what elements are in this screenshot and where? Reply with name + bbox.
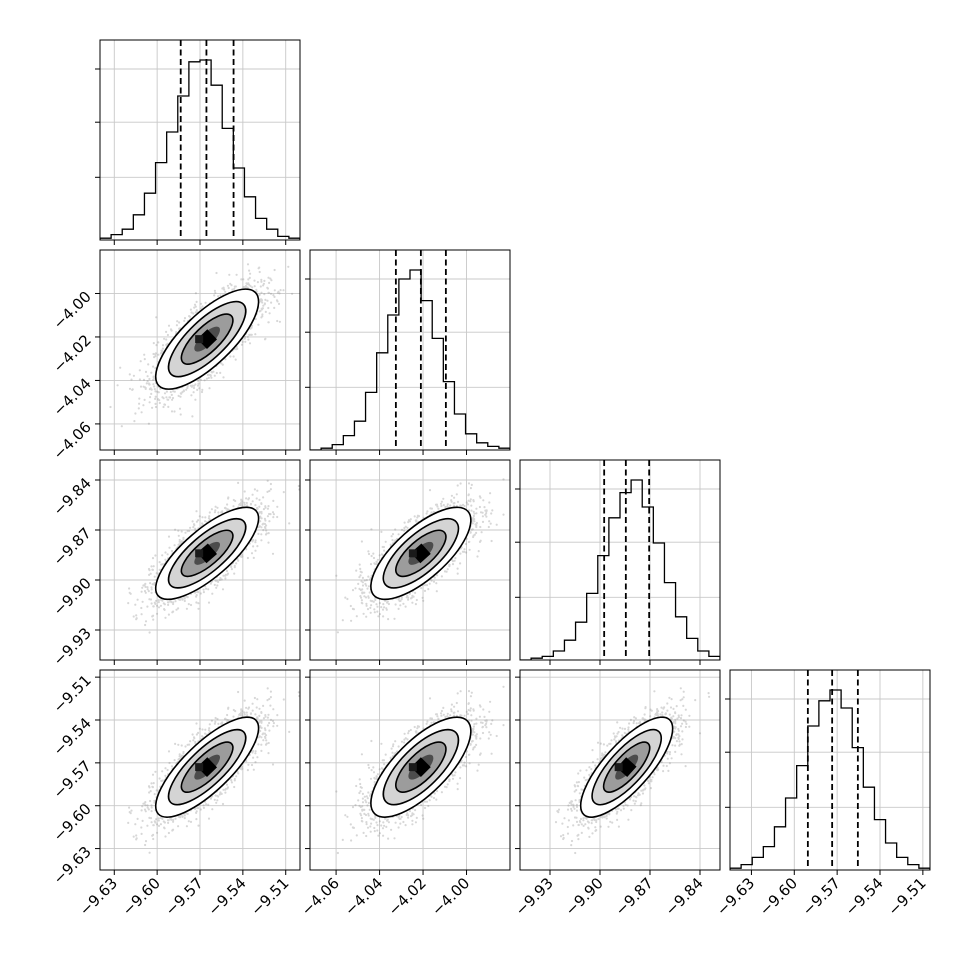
density-peak [197,543,218,564]
x-tick-label-1-0: −4.06 [298,874,343,919]
x-tick-label-2-0: −9.93 [512,874,557,919]
density-peak [197,329,218,350]
histogram-step-line [520,479,720,660]
contour-line [370,716,472,818]
y-tick-label-1-2: −4.02 [50,331,95,376]
y-tick-label-2-2: −9.87 [50,524,95,569]
histogram-panel-3 [725,669,931,871]
contour-line [180,529,234,578]
contour-line [395,741,447,793]
y-tick-label-3-3: −9.54 [50,714,95,759]
panel-content [100,460,300,660]
contour-line [579,716,674,818]
density-peak [410,543,431,564]
histogram-panel-0 [95,39,301,241]
histogram-step-line [310,269,510,450]
y-tick-label-1-0: −4.06 [50,418,95,463]
x-tick-label-3-4: −9.51 [884,874,929,919]
contour-line [167,518,247,589]
x-tick-label-0-1: −9.60 [119,874,164,919]
panel-frame [729,669,931,871]
panel-frame [309,459,511,661]
y-tick-label-2-1: −9.90 [50,574,95,619]
contour-line [382,728,460,806]
density-peak [195,549,204,558]
contour-line [180,313,234,365]
y-tick-label-3-4: −9.51 [50,671,95,716]
density-peak [195,335,204,344]
histogram-step-line [100,59,300,240]
scatter-panel-3-0 [99,669,301,871]
contour-line [382,518,460,589]
scatter-panel-3-1 [309,669,511,871]
contour-line [370,506,472,601]
panel-content [100,250,300,450]
x-tick-label-0-3: −9.54 [204,874,249,919]
scatter-panel-3-2 [519,669,721,871]
histogram-panel-1 [305,249,511,451]
y-tick-label-2-3: −9.84 [50,474,95,519]
x-tick-label-0-4: −9.51 [247,874,292,919]
panel-content [310,670,510,870]
density-peak [408,763,417,772]
x-tick-label-3-3: −9.54 [842,874,887,919]
x-tick-label-2-2: −9.87 [612,874,657,919]
y-tick-label-2-0: −9.93 [50,624,95,669]
x-tick-label-3-1: −9.60 [756,874,801,919]
histogram-step-line [730,689,930,870]
panel-content [520,670,720,870]
density-peak [616,757,637,778]
panel-frame [309,669,511,871]
contour-line [602,741,651,793]
x-tick-label-1-1: −4.04 [341,874,386,919]
x-tick-label-1-3: −4.00 [428,874,473,919]
contour-line [591,728,662,806]
density-peak [408,549,417,558]
scatter-panel-2-0 [99,459,301,661]
panel-frame [309,249,511,451]
density-peak [195,763,204,772]
x-tick-label-0-0: −9.63 [76,874,121,919]
panel-content [310,460,510,660]
density-peak [197,757,218,778]
x-tick-label-3-0: −9.63 [713,874,758,919]
x-tick-label-0-2: −9.57 [162,874,207,919]
scatter-panel-2-1 [309,459,511,661]
x-tick-label-3-2: −9.57 [799,874,844,919]
contour-line [154,288,260,390]
y-tick-label-3-1: −9.60 [50,800,95,845]
y-tick-label-3-2: −9.57 [50,757,95,802]
histogram-panel-2 [515,459,721,661]
contour-line [154,716,260,818]
contour-line [167,300,247,378]
contour-line [167,728,247,806]
contour-line [395,529,447,578]
x-tick-label-1-2: −4.02 [385,874,430,919]
x-tick-label-2-3: −9.84 [662,874,707,919]
y-tick-label-3-0: −9.63 [50,843,95,888]
y-tick-label-1-3: −4.00 [50,288,95,333]
x-tick-label-2-1: −9.90 [562,874,607,919]
panel-frame [519,459,721,661]
density-peak [614,763,623,772]
panel-content [100,670,300,870]
contour-line [180,741,234,793]
contour-line [154,506,260,601]
panel-frame [519,669,721,871]
y-tick-label-1-1: −4.04 [50,375,95,420]
density-peak [410,757,431,778]
scatter-panel-1-0 [99,249,301,451]
